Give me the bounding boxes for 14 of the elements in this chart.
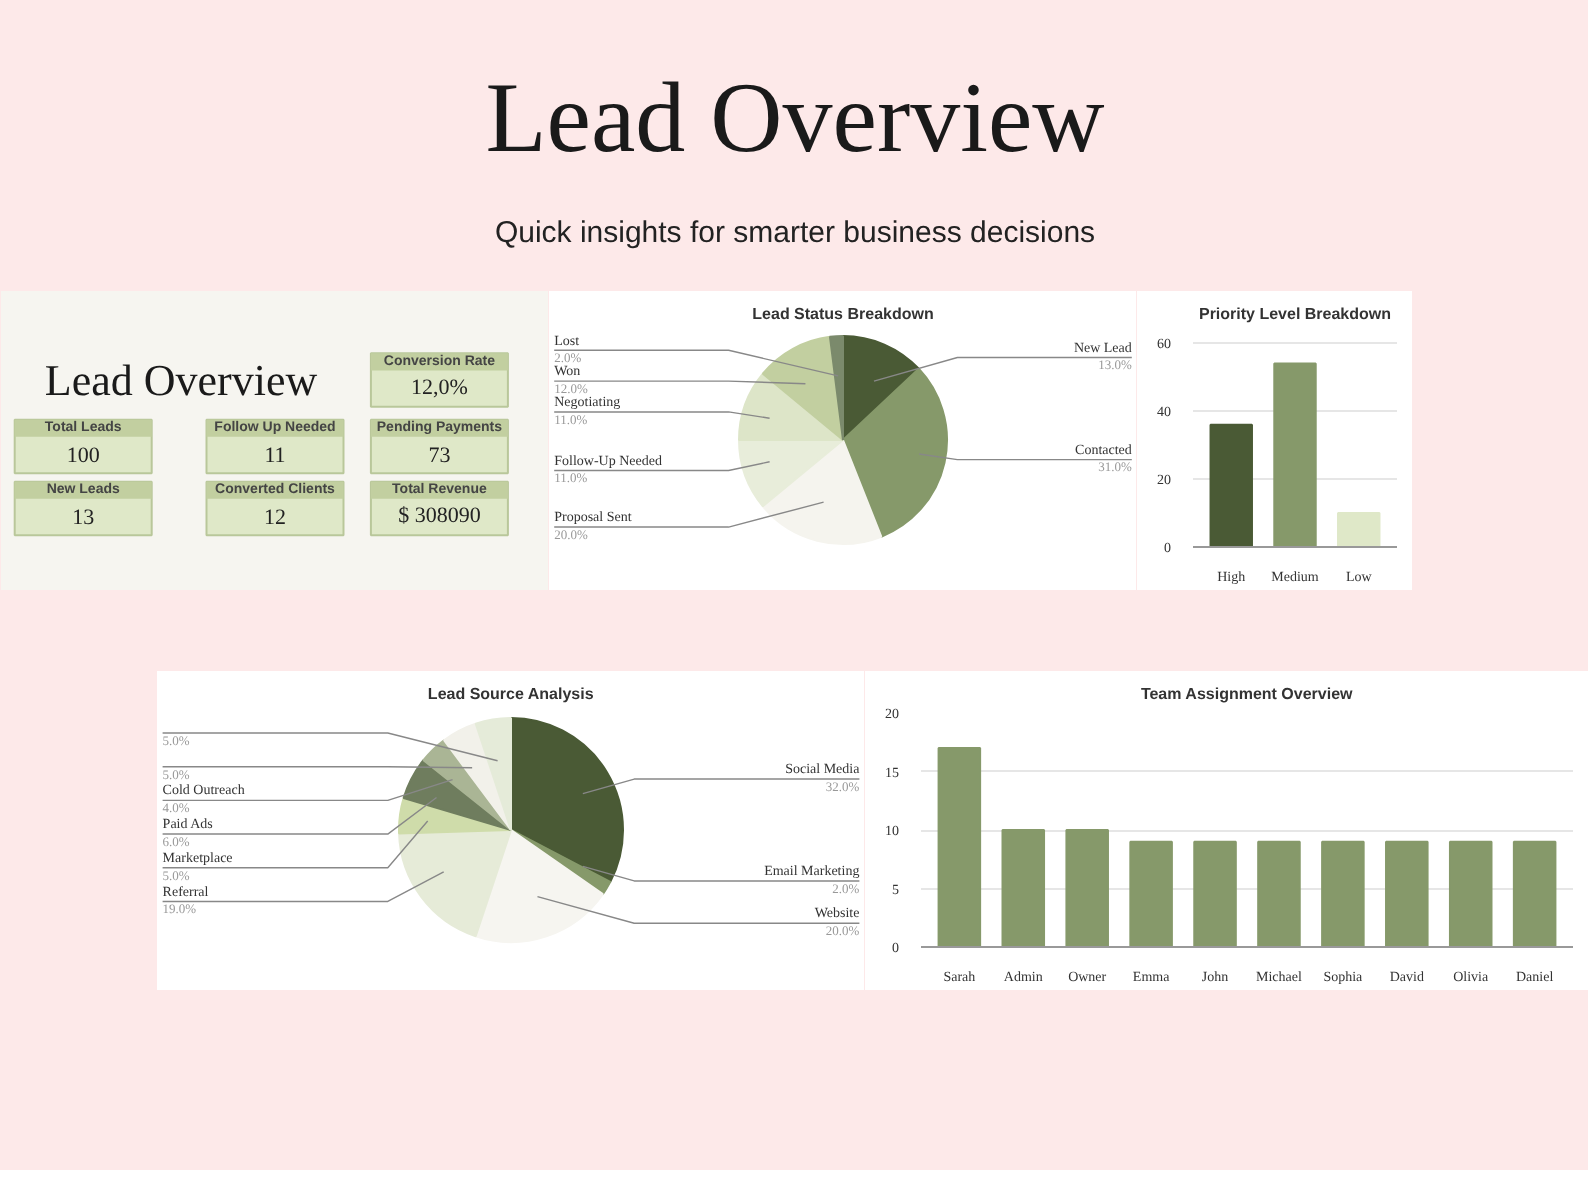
text: Quick insights for smarter business decisions xyxy=(494,216,1096,250)
text: 13 xyxy=(72,505,96,530)
text: $ 308090 xyxy=(398,503,482,528)
chart-title: Priority Level Breakdown xyxy=(1198,305,1392,323)
text: 12,0% xyxy=(410,375,468,400)
text: Lead Overview xyxy=(44,355,318,406)
chart-title: Team Assignment Overview xyxy=(1140,685,1355,703)
text: 73 xyxy=(428,443,452,468)
chart-title: Lead Status Breakdown xyxy=(752,305,934,323)
text: 11 xyxy=(264,443,286,468)
chart-title: Lead Source Analysis xyxy=(427,685,595,703)
text: 100 xyxy=(66,443,101,468)
text: 12 xyxy=(264,505,286,530)
text: Lead Overview xyxy=(485,61,1105,173)
